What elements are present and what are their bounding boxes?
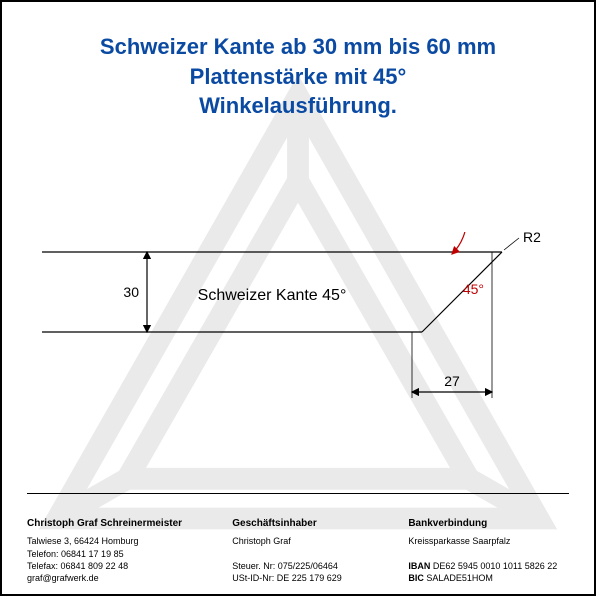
title-line: Winkelausführung. — [2, 91, 594, 121]
footer-line: Kreissparkasse Saarpfalz — [408, 535, 569, 547]
footer: Christoph Graf Schreinermeister Talwiese… — [27, 518, 569, 584]
edge-profile-diagram: 30 Schweizer Kante 45° 45° R2 27 — [42, 232, 562, 452]
footer-col-owner: Geschäftsinhaber Christoph Graf Steuer. … — [232, 518, 378, 584]
footer-line: Steuer. Nr: 075/225/06464 — [232, 560, 378, 572]
title-line: Plattenstärke mit 45° — [2, 62, 594, 92]
angle-arc — [452, 232, 467, 254]
footer-col-company: Christoph Graf Schreinermeister Talwiese… — [27, 518, 202, 584]
radius-leader — [504, 238, 519, 250]
dim-height-label: 30 — [123, 284, 139, 300]
footer-heading: Christoph Graf Schreinermeister — [27, 518, 202, 529]
footer-line: Telefax: 06841 809 22 48 — [27, 560, 202, 572]
footer-divider — [27, 493, 569, 494]
footer-line: IBAN DE62 5945 0010 1011 5826 22 — [408, 560, 569, 572]
dim-width-label: 27 — [444, 373, 460, 389]
page: Schweizer Kante ab 30 mm bis 60 mmPlatte… — [0, 0, 596, 596]
radius-label: R2 — [523, 232, 541, 245]
angle-label: 45° — [463, 281, 484, 297]
footer-heading: Bankverbindung — [408, 518, 569, 529]
footer-line: Telefon: 06841 17 19 85 — [27, 548, 202, 560]
footer-line — [232, 548, 378, 560]
title-line: Schweizer Kante ab 30 mm bis 60 mm — [2, 32, 594, 62]
footer-line: Talwiese 3, 66424 Homburg — [27, 535, 202, 547]
page-title: Schweizer Kante ab 30 mm bis 60 mmPlatte… — [2, 32, 594, 121]
footer-line: Christoph Graf — [232, 535, 378, 547]
profile-label: Schweizer Kante 45° — [198, 287, 347, 304]
footer-line: graf@grafwerk.de — [27, 572, 202, 584]
footer-col-bank: Bankverbindung Kreissparkasse Saarpfalz … — [408, 518, 569, 584]
footer-heading: Geschäftsinhaber — [232, 518, 378, 529]
footer-line: BIC SALADE51HOM — [408, 572, 569, 584]
footer-line: USt-ID-Nr: DE 225 179 629 — [232, 572, 378, 584]
